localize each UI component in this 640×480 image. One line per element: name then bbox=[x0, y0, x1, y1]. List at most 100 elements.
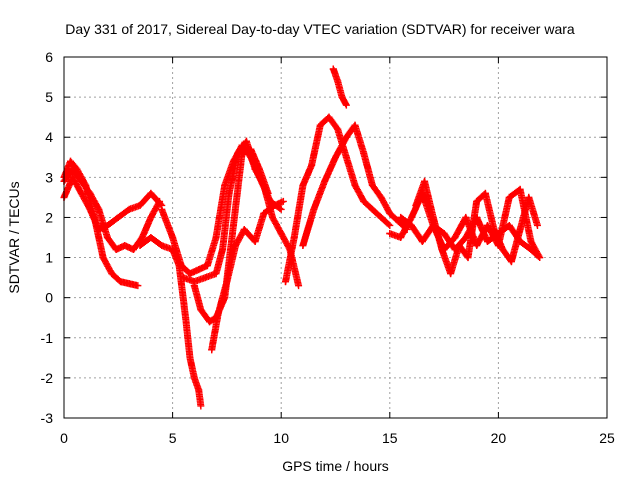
data-point bbox=[138, 234, 146, 241]
data-point bbox=[525, 193, 533, 201]
data-point bbox=[197, 402, 205, 410]
trace-segment bbox=[351, 121, 367, 156]
data-point bbox=[505, 221, 513, 229]
data-point bbox=[208, 346, 216, 354]
data-point bbox=[103, 234, 111, 241]
data-point bbox=[86, 189, 94, 197]
series-arc-4 bbox=[136, 234, 205, 410]
data-point bbox=[310, 205, 318, 213]
trace-segment bbox=[182, 314, 194, 360]
plot-frame bbox=[63, 56, 608, 419]
data-point bbox=[455, 242, 463, 250]
series-arc-11 bbox=[329, 65, 350, 109]
data-point bbox=[507, 258, 515, 266]
data-point bbox=[206, 318, 214, 326]
y-tick-label: -3 bbox=[41, 410, 54, 426]
data-point bbox=[95, 205, 103, 213]
y-tick-label: -1 bbox=[41, 330, 54, 346]
data-point bbox=[182, 314, 190, 322]
data-point bbox=[334, 125, 342, 133]
data-point bbox=[147, 213, 155, 221]
data-point bbox=[134, 282, 142, 290]
data-point bbox=[201, 274, 209, 282]
data-point bbox=[295, 282, 303, 290]
data-point bbox=[447, 270, 455, 278]
data-point bbox=[360, 197, 368, 205]
data-point bbox=[299, 242, 307, 250]
data-point bbox=[481, 189, 489, 197]
data-point bbox=[386, 221, 394, 229]
data-point bbox=[421, 177, 429, 185]
data-point bbox=[195, 266, 203, 274]
data-point bbox=[121, 242, 129, 250]
trace-segment bbox=[299, 207, 317, 249]
grid-lines bbox=[64, 57, 607, 418]
y-tick-label: 6 bbox=[45, 49, 53, 65]
data-point bbox=[473, 242, 481, 250]
x-tick-label: 10 bbox=[273, 430, 289, 446]
trace-segment bbox=[190, 282, 204, 312]
data-point bbox=[462, 213, 470, 221]
x-tick-label: 25 bbox=[599, 430, 615, 446]
data-point bbox=[158, 242, 166, 250]
data-point bbox=[429, 213, 437, 221]
data-point bbox=[277, 205, 285, 213]
data-point bbox=[179, 274, 187, 282]
data-point bbox=[242, 137, 250, 145]
data-point bbox=[490, 225, 498, 233]
data-point bbox=[308, 161, 316, 169]
y-tick-label: 5 bbox=[45, 89, 53, 105]
data-point bbox=[533, 221, 541, 229]
data-point bbox=[221, 294, 229, 302]
data-point bbox=[516, 185, 524, 193]
y-tick-label: 2 bbox=[45, 209, 53, 225]
data-point bbox=[332, 153, 339, 161]
data-point bbox=[394, 217, 402, 225]
data-point bbox=[125, 205, 133, 213]
data-point bbox=[368, 181, 376, 189]
data-point bbox=[136, 242, 144, 250]
data-point bbox=[86, 205, 94, 213]
data-point bbox=[186, 354, 194, 362]
data-point bbox=[219, 246, 227, 254]
data-point bbox=[130, 246, 138, 254]
data-point bbox=[169, 234, 177, 241]
series-arc-14 bbox=[412, 177, 541, 278]
data-point bbox=[386, 209, 394, 217]
data-point bbox=[386, 229, 394, 237]
data-point bbox=[321, 177, 329, 185]
data-point bbox=[505, 193, 513, 201]
data-point bbox=[360, 149, 368, 157]
data-point bbox=[238, 149, 246, 157]
data-point bbox=[377, 213, 385, 221]
data-point bbox=[299, 181, 307, 189]
y-tick-label: 1 bbox=[45, 250, 53, 266]
y-tick-label: -2 bbox=[41, 370, 54, 386]
data-point bbox=[334, 77, 342, 85]
x-axis-label: GPS time / hours bbox=[282, 458, 389, 474]
y-tick-label: 4 bbox=[45, 129, 53, 145]
data-point bbox=[247, 145, 255, 153]
data-point bbox=[408, 213, 416, 221]
data-point bbox=[116, 278, 124, 286]
chart-title: Day 331 of 2017, Sidereal Day-to-day VTE… bbox=[65, 21, 575, 37]
trace-segment bbox=[360, 149, 376, 188]
data-point bbox=[264, 189, 272, 197]
data-point bbox=[516, 225, 524, 233]
data-point bbox=[279, 197, 287, 205]
data-point bbox=[325, 113, 333, 121]
data-point bbox=[397, 234, 405, 241]
data-point bbox=[251, 238, 259, 246]
data-point bbox=[418, 238, 426, 246]
data-point bbox=[484, 238, 492, 246]
data-point bbox=[338, 93, 346, 101]
data-point bbox=[240, 225, 248, 233]
data-point bbox=[473, 197, 481, 205]
data-point bbox=[438, 246, 446, 254]
data-point bbox=[464, 254, 472, 262]
data-point bbox=[225, 189, 233, 197]
data-point bbox=[221, 181, 229, 189]
data-point bbox=[197, 306, 205, 314]
data-point bbox=[232, 242, 240, 250]
